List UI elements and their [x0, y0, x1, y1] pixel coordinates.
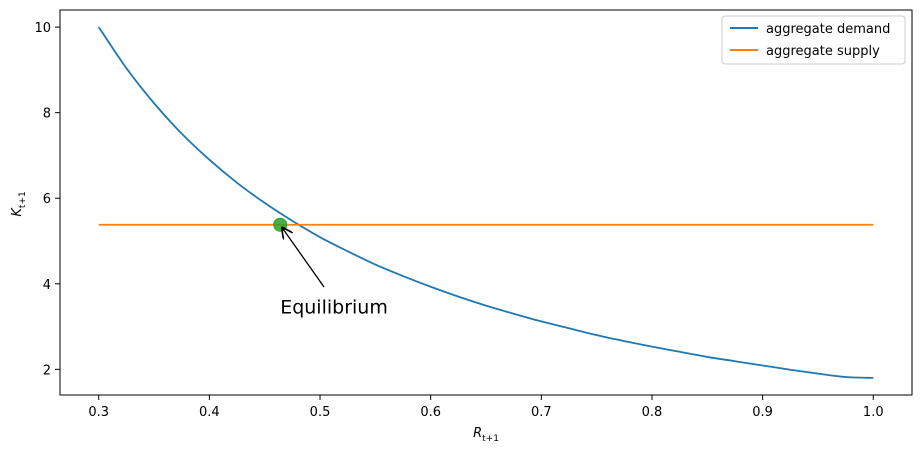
legend-label-aggregate-demand: aggregate demand	[766, 22, 890, 37]
legend: aggregate demand aggregate supply	[721, 15, 906, 65]
x-tick-label: 0.4	[199, 405, 220, 420]
x-tick-label: 0.5	[310, 405, 331, 420]
x-tick-label: 1.0	[863, 405, 884, 420]
x-tick-label: 0.8	[642, 405, 663, 420]
x-tick-label: 0.6	[420, 405, 441, 420]
x-tick-label: 0.7	[531, 405, 552, 420]
y-tick-label: 8	[43, 107, 51, 122]
x-axis-label: Rt+1	[473, 426, 499, 444]
annotation-text: Equilibrium	[280, 296, 388, 318]
x-axis: 0.3 0.4 0.5 0.6 0.7 0.8 0.9 1.0	[88, 395, 884, 420]
legend-box	[721, 15, 906, 65]
legend-label-aggregate-supply: aggregate supply	[766, 44, 880, 59]
x-axis-label-sub: t+1	[482, 434, 499, 444]
y-axis-label: Kt+1	[10, 191, 28, 216]
y-axis-label-sub: t+1	[18, 191, 28, 208]
series-line-aggregate-demand	[97, 26, 874, 379]
x-tick-label: 0.3	[88, 405, 109, 420]
x-tick-label: 0.9	[752, 405, 773, 420]
y-tick-label: 4	[43, 278, 51, 293]
y-axis-label-main: K	[10, 207, 25, 217]
annotation-arrow	[282, 228, 325, 288]
plot-area: Equilibrium	[97, 26, 874, 379]
y-tick-label: 10	[34, 21, 51, 36]
equilibrium-point	[273, 217, 288, 232]
y-axis: 2 4 6 8 10	[34, 21, 60, 378]
y-tick-label: 2	[43, 363, 51, 378]
y-tick-label: 6	[43, 192, 51, 207]
x-axis-label-main: R	[473, 426, 482, 441]
axes-frame	[59, 9, 913, 396]
